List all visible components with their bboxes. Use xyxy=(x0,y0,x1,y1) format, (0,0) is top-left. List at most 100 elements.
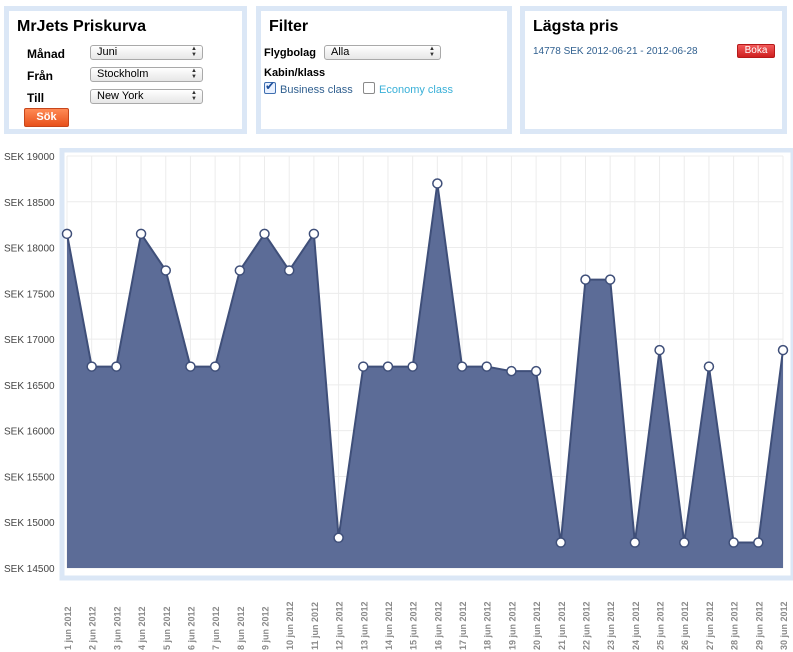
price-point xyxy=(283,265,295,276)
price-point xyxy=(358,361,369,372)
month-select[interactable]: Juni ▲ ▼ xyxy=(90,45,203,60)
book-button[interactable]: Boka xyxy=(737,44,775,58)
x-tick-label: 23 jun 2012 xyxy=(606,601,616,650)
x-tick-label: 19 jun 2012 xyxy=(507,601,517,650)
x-tick-label: 11 jun 2012 xyxy=(310,602,320,650)
y-tick-label: SEK 16500 xyxy=(4,381,55,392)
x-tick-label: 15 jun 2012 xyxy=(409,601,419,650)
y-tick-label: SEK 15000 xyxy=(4,518,55,529)
filter-title: Filter xyxy=(269,18,309,35)
price-point xyxy=(753,537,764,548)
search-button[interactable]: Sök xyxy=(24,108,69,127)
x-tick-label: 7 jun 2012 xyxy=(211,606,221,650)
x-tick-label: 6 jun 2012 xyxy=(186,606,196,650)
x-tick-label: 24 jun 2012 xyxy=(631,601,641,650)
x-tick-label: 26 jun 2012 xyxy=(680,601,690,650)
checkmark-icon: ✔ xyxy=(265,79,276,93)
select-arrows-icon: ▲ ▼ xyxy=(191,46,197,58)
price-point xyxy=(604,274,616,285)
y-tick-label: SEK 16000 xyxy=(4,427,55,438)
price-point xyxy=(382,361,394,372)
x-tick-label: 22 jun 2012 xyxy=(581,601,591,650)
price-point xyxy=(111,361,122,372)
x-tick-label: 13 jun 2012 xyxy=(359,601,369,650)
price-point xyxy=(407,361,418,372)
x-tick-label: 25 jun 2012 xyxy=(656,601,666,650)
price-point xyxy=(185,361,196,372)
x-tick-label: 20 jun 2012 xyxy=(532,601,542,650)
price-point xyxy=(703,361,715,372)
price-point xyxy=(777,344,789,356)
economy-class-label: Economy class xyxy=(379,84,453,96)
select-arrows-icon: ▲ ▼ xyxy=(191,90,197,102)
x-tick-label: 16 jun 2012 xyxy=(433,601,443,650)
price-point xyxy=(678,537,690,548)
from-select[interactable]: Stockholm ▲ ▼ xyxy=(90,67,203,82)
price-line xyxy=(66,183,784,544)
price-point xyxy=(61,228,73,240)
airline-select[interactable]: Alla ▲ ▼ xyxy=(324,45,441,60)
lowest-price-title: Lägsta pris xyxy=(533,18,619,35)
to-label: Till xyxy=(27,91,45,105)
x-tick-label: 9 jun 2012 xyxy=(261,606,271,650)
x-tick-label: 28 jun 2012 xyxy=(730,601,740,650)
economy-class-checkbox[interactable] xyxy=(363,82,375,94)
business-class-checkbox[interactable]: ✔ xyxy=(264,79,276,94)
price-point xyxy=(654,344,665,356)
price-point xyxy=(234,265,246,276)
app-title: MrJets Priskurva xyxy=(17,18,146,35)
y-tick-label: SEK 18000 xyxy=(4,244,55,255)
x-tick-label: 17 jun 2012 xyxy=(458,601,468,650)
filter-panel: Filter Flygbolag Alla ▲ ▼ Kabin/klass ✔ Bu… xyxy=(256,6,512,134)
x-tick-label: 14 jun 2012 xyxy=(384,601,394,650)
x-tick-label: 29 jun 2012 xyxy=(754,601,764,650)
x-tick-label: 2 jun 2012 xyxy=(88,606,98,650)
y-tick-label: SEK 17000 xyxy=(4,335,55,346)
y-tick-label: SEK 15500 xyxy=(4,472,55,483)
price-point xyxy=(86,361,97,372)
price-point xyxy=(160,265,172,276)
cabin-label: Kabin/klass xyxy=(264,67,326,79)
price-point xyxy=(333,532,344,544)
business-class-label: Business class xyxy=(280,84,353,96)
price-point xyxy=(580,274,591,285)
price-chart-svg: SEK 14500 SEK 15000 SEK 15500 SEK 16000 SEK … xyxy=(4,148,793,650)
month-label: Månad xyxy=(27,47,66,61)
x-tick-label: 27 jun 2012 xyxy=(705,601,715,650)
x-tick-label: 30 jun 2012 xyxy=(779,601,789,650)
lowest-price-text: 14778 SEK 2012-06-21 - 2012-06-28 xyxy=(533,46,698,57)
price-point xyxy=(456,361,468,372)
y-tick-label: SEK 19000 xyxy=(4,152,55,163)
economy-class-option[interactable]: Economy class xyxy=(363,82,453,96)
x-tick-label: 4 jun 2012 xyxy=(137,606,147,650)
x-tick-label: 5 jun 2012 xyxy=(162,606,172,650)
x-tick-label: 21 jun 2012 xyxy=(557,601,567,650)
price-point xyxy=(506,365,517,377)
select-arrows-icon: ▲ ▼ xyxy=(191,68,197,80)
x-tick-label: 12 jun 2012 xyxy=(335,601,345,650)
y-tick-label: SEK 18500 xyxy=(4,198,55,209)
from-select-value: Stockholm xyxy=(97,68,149,80)
price-point xyxy=(209,361,221,372)
y-tick-label: SEK 14500 xyxy=(4,564,55,575)
price-point xyxy=(555,537,567,548)
price-chart: SEK 14500 SEK 15000 SEK 15500 SEK 16000 SEK … xyxy=(0,148,793,652)
lowest-price-panel: Lägsta pris 14778 SEK 2012-06-21 - 2012-… xyxy=(520,6,787,134)
y-tick-label: SEK 17500 xyxy=(4,289,55,300)
x-tick-label: 8 jun 2012 xyxy=(236,606,246,650)
to-select-value: New York xyxy=(97,90,144,102)
price-point xyxy=(259,228,270,240)
to-select[interactable]: New York ▲ ▼ xyxy=(90,89,203,104)
x-tick-label: 10 jun 2012 xyxy=(285,601,295,650)
month-select-value: Juni xyxy=(97,46,118,58)
price-point xyxy=(432,178,443,189)
business-class-option[interactable]: ✔ Business class xyxy=(264,79,353,96)
search-panel: MrJets Priskurva Månad Juni ▲ ▼ Från Stoc… xyxy=(4,6,247,134)
airline-label: Flygbolag xyxy=(264,47,316,59)
price-point xyxy=(728,537,739,548)
select-arrows-icon: ▲ ▼ xyxy=(429,46,435,58)
x-tick-label: 18 jun 2012 xyxy=(483,601,493,650)
price-point xyxy=(629,537,641,548)
x-tick-label: 1 jun 2012 xyxy=(63,606,73,650)
price-point xyxy=(481,361,492,372)
